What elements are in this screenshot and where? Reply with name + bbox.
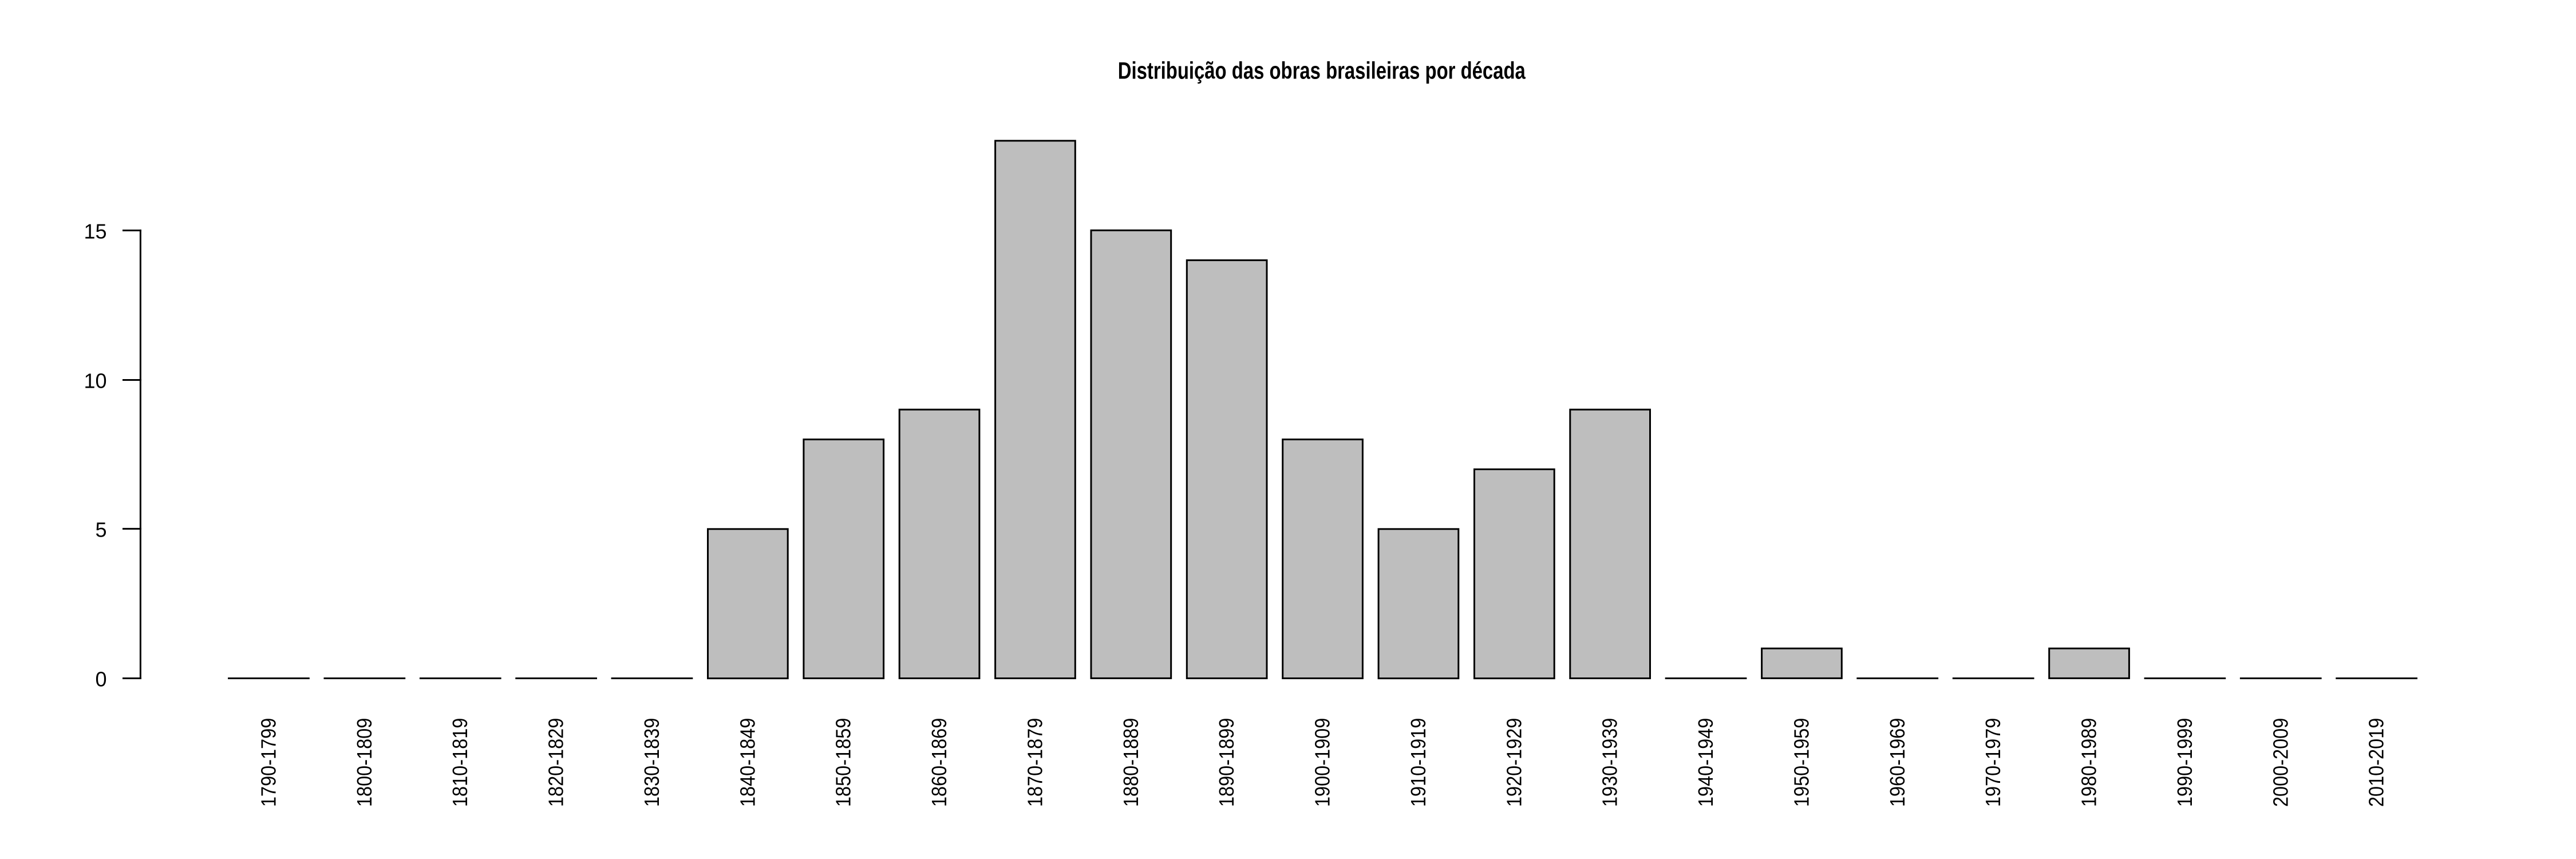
svg-text:1830-1839: 1830-1839 [640, 718, 663, 807]
svg-text:1980-1989: 1980-1989 [2077, 718, 2101, 807]
svg-text:1820-1829: 1820-1829 [544, 718, 568, 807]
svg-text:1880-1889: 1880-1889 [1119, 718, 1143, 807]
svg-text:1990-1999: 1990-1999 [2173, 718, 2196, 807]
svg-text:5: 5 [95, 518, 106, 542]
svg-text:1950-1959: 1950-1959 [1789, 718, 1813, 807]
svg-text:Distribuição das obras brasile: Distribuição das obras brasileiras por d… [1118, 57, 1526, 84]
svg-text:1910-1919: 1910-1919 [1406, 718, 1430, 807]
svg-text:1960-1969: 1960-1969 [1886, 718, 1909, 807]
svg-text:2010-2019: 2010-2019 [2365, 718, 2388, 807]
svg-text:1940-1949: 1940-1949 [1694, 718, 1717, 807]
svg-text:1930-1939: 1930-1939 [1598, 718, 1622, 807]
svg-text:1840-1849: 1840-1849 [736, 718, 759, 807]
svg-text:1850-1859: 1850-1859 [832, 718, 855, 807]
svg-text:1810-1819: 1810-1819 [448, 718, 472, 807]
svg-text:1800-1809: 1800-1809 [353, 718, 376, 807]
svg-text:1790-1799: 1790-1799 [257, 718, 280, 807]
svg-text:1900-1909: 1900-1909 [1311, 718, 1334, 807]
svg-text:1860-1869: 1860-1869 [927, 718, 951, 807]
svg-text:2000-2009: 2000-2009 [2269, 718, 2292, 807]
svg-text:0: 0 [95, 668, 106, 691]
svg-text:1890-1899: 1890-1899 [1215, 718, 1238, 807]
svg-text:15: 15 [84, 220, 106, 243]
svg-text:10: 10 [84, 369, 106, 393]
svg-text:1920-1929: 1920-1929 [1502, 718, 1526, 807]
svg-text:1970-1979: 1970-1979 [1981, 718, 2005, 807]
svg-text:1870-1879: 1870-1879 [1024, 718, 1047, 807]
